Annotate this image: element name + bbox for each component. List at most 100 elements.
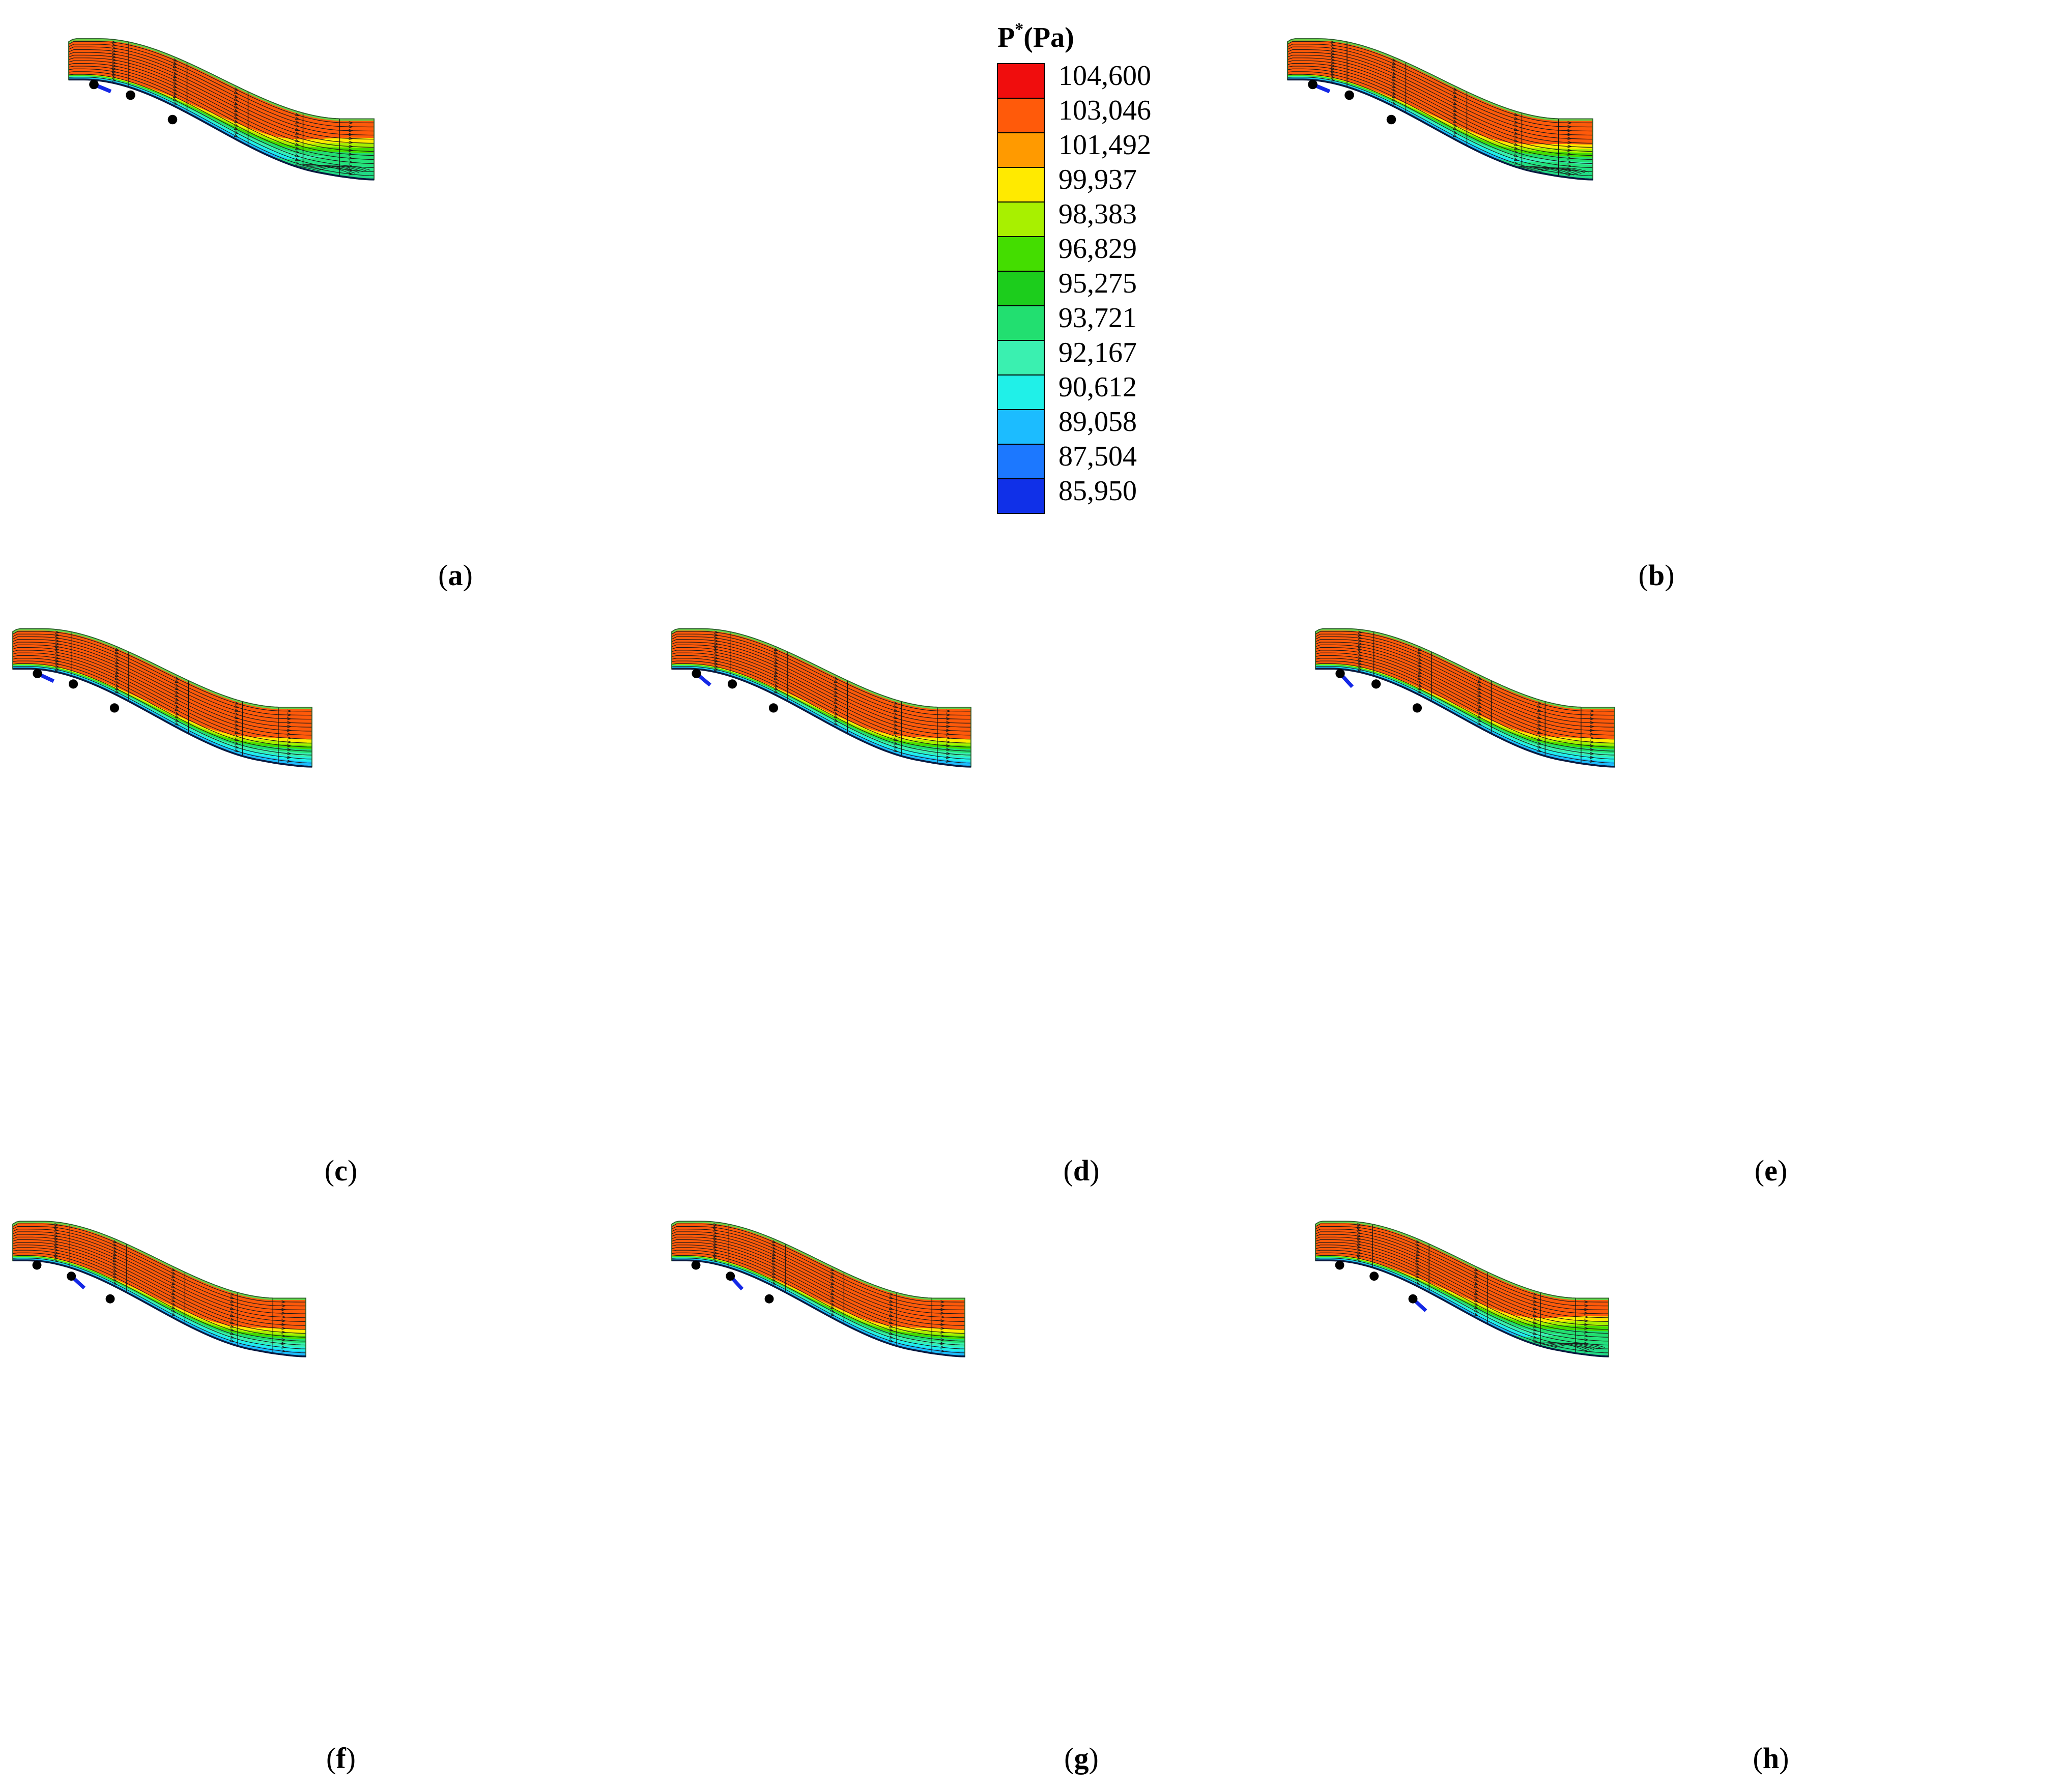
streamline-arrow: [1533, 1307, 1538, 1310]
streamline-arrow: [889, 1299, 894, 1303]
streamline-arrow: [54, 1226, 60, 1229]
legend-values: 104,600103,046101,49299,93798,38396,8299…: [1058, 60, 1151, 507]
legend-value-7: 93,721: [1058, 302, 1137, 334]
streamline-arrow: [349, 144, 354, 148]
streamline-arrow: [1474, 1278, 1479, 1282]
streamline: [1315, 666, 1615, 764]
hole-marker-3: [1386, 114, 1396, 125]
streamline: [1315, 663, 1615, 760]
streamline-arrow: [1358, 645, 1363, 648]
streamline-arrow: [114, 680, 120, 684]
streamline-arrow: [771, 1253, 777, 1256]
pressure-legend: P*(Pa) 104,600103,046101,49299,93798,383…: [997, 20, 1151, 514]
streamline-arrow: [1358, 633, 1363, 637]
hole-marker-1: [89, 79, 99, 90]
streamline-arrow: [834, 687, 839, 690]
streamline-arrow: [889, 1336, 894, 1339]
streamline-arrow: [946, 736, 951, 740]
streamline-arrow: [889, 1324, 894, 1328]
streamline: [69, 46, 374, 132]
streamline: [672, 663, 971, 760]
legend-value-11: 87,504: [1058, 441, 1137, 472]
streamline-arrow: [1331, 41, 1336, 44]
streamline-arrow: [774, 690, 779, 694]
streamline-arrow: [171, 1288, 177, 1292]
streamline-arrow: [774, 661, 779, 664]
streamline: [672, 1242, 965, 1330]
streamline: [1315, 1239, 1609, 1326]
streamline-arrow: [1331, 64, 1336, 67]
streamline-arrow: [295, 154, 300, 157]
streamline-arrow: [1567, 125, 1572, 128]
streamline-arrow: [889, 1307, 894, 1310]
streamline: [672, 1250, 965, 1342]
blade-wall: [1315, 668, 1615, 768]
streamline-arrow: [894, 745, 899, 748]
legend-value-9: 90,612: [1058, 371, 1137, 403]
streamline-arrow: [114, 651, 120, 655]
panel-label-d: (d): [1064, 1154, 1100, 1187]
streamline-arrow: [1474, 1275, 1479, 1279]
streamline-arrow: [114, 654, 120, 658]
streamline-arrow: [1477, 698, 1482, 701]
streamline-arrow: [112, 1265, 118, 1269]
hole-marker-3: [109, 703, 120, 713]
streamline-arrow: [771, 1271, 777, 1276]
streamline-arrow: [173, 84, 178, 89]
blade-wall: [1315, 1259, 1609, 1357]
legend-colorbar: [997, 63, 1045, 514]
streamline-arrow: [54, 1240, 60, 1243]
legend-value-5: 96,829: [1058, 233, 1137, 265]
streamline-arrow: [834, 704, 839, 708]
streamline: [1287, 54, 1593, 144]
legend-swatch-1: [997, 98, 1045, 133]
streamline-arrow: [1358, 662, 1363, 666]
streamline-arrow: [771, 1281, 777, 1285]
streamline-arrow: [1417, 657, 1423, 661]
streamline-arrow: [940, 1345, 946, 1349]
streamline-arrow: [54, 1229, 60, 1232]
streamline-arrow: [281, 1338, 287, 1341]
streamline-arrow: [1513, 147, 1519, 150]
streamline-arrow: [1474, 1288, 1479, 1292]
streamline: [672, 1226, 965, 1307]
streamline-arrow: [1590, 752, 1595, 755]
streamline-arrow: [940, 1334, 946, 1338]
streamline-arrow: [230, 1307, 235, 1310]
streamline: [69, 57, 374, 148]
legend-swatch-3: [997, 167, 1045, 203]
streamline-arrow: [1513, 128, 1519, 131]
hole-marker-1: [1335, 669, 1345, 678]
panel-label-b: (b): [1639, 559, 1675, 592]
streamline-arrow: [1513, 113, 1519, 116]
streamline-arrow: [55, 656, 60, 659]
streamline-arrow: [175, 680, 180, 684]
streamline-arrow: [1331, 43, 1336, 47]
streamline-arrow: [1537, 701, 1542, 705]
streamline-arrow: [114, 667, 120, 671]
panel-label-a: (a): [438, 559, 473, 592]
streamline-arrow: [774, 671, 779, 674]
streamline-arrow: [295, 158, 300, 161]
streamline-arrow: [173, 62, 178, 65]
panel-c: [12, 628, 312, 768]
streamline-arrow: [114, 677, 120, 681]
streamline-arrow: [834, 690, 839, 694]
streamline: [69, 44, 374, 128]
streamline: [1287, 66, 1593, 160]
streamline: [69, 68, 374, 164]
streamline-arrow: [1533, 1339, 1538, 1342]
streamline-arrow: [1357, 1242, 1362, 1246]
streamline: [69, 52, 374, 140]
streamline-arrow: [173, 95, 178, 99]
streamline-arrow: [114, 674, 120, 678]
streamline-arrow: [889, 1328, 894, 1332]
legend-value-1: 103,046: [1058, 95, 1151, 126]
streamline-arrow: [889, 1339, 894, 1342]
streamline-arrow: [112, 67, 117, 70]
streamline-arrow: [1452, 134, 1458, 138]
streamline-arrow: [714, 656, 719, 659]
streamline-arrow: [771, 1275, 777, 1279]
streamline-arrow: [1584, 1349, 1589, 1353]
streamline-arrow: [1417, 651, 1423, 655]
